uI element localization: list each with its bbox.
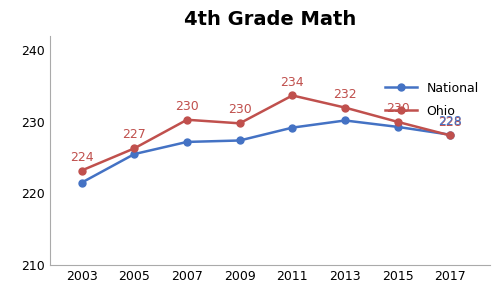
Ohio bbox=[132, 147, 138, 150]
Text: 230: 230 bbox=[175, 100, 199, 113]
Text: 227: 227 bbox=[122, 129, 146, 141]
Ohio bbox=[78, 169, 84, 172]
Text: 228: 228 bbox=[438, 116, 462, 129]
Text: 234: 234 bbox=[280, 76, 304, 88]
National bbox=[184, 140, 190, 144]
Text: 224: 224 bbox=[70, 150, 94, 163]
Ohio bbox=[290, 94, 296, 97]
National bbox=[342, 119, 348, 122]
Text: 230: 230 bbox=[228, 103, 252, 116]
National bbox=[78, 181, 84, 185]
Line: Ohio: Ohio bbox=[78, 92, 454, 174]
Legend: National, Ohio: National, Ohio bbox=[380, 77, 484, 123]
National bbox=[290, 126, 296, 129]
Text: 230: 230 bbox=[386, 102, 409, 115]
National bbox=[132, 152, 138, 156]
Ohio bbox=[236, 122, 242, 125]
Ohio bbox=[395, 120, 401, 124]
National bbox=[236, 139, 242, 142]
Text: 232: 232 bbox=[334, 88, 357, 101]
Ohio bbox=[184, 118, 190, 122]
Title: 4th Grade Math: 4th Grade Math bbox=[184, 10, 356, 29]
Line: National: National bbox=[78, 117, 454, 186]
Ohio bbox=[448, 134, 454, 137]
National bbox=[448, 133, 454, 137]
National bbox=[395, 125, 401, 129]
Ohio bbox=[342, 106, 348, 110]
Text: 228: 228 bbox=[438, 115, 462, 128]
